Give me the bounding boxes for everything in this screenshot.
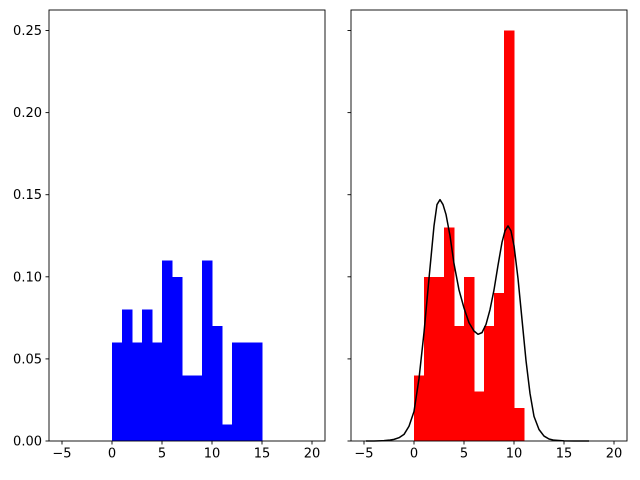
x-tick-label: 20	[304, 447, 321, 462]
histogram-bar	[444, 227, 455, 441]
axes-frame	[350, 9, 628, 442]
histogram-bar	[252, 342, 263, 441]
histogram-bar	[494, 293, 505, 441]
axes-frame	[48, 9, 326, 442]
histogram-bar	[192, 375, 203, 441]
histogram-bar	[474, 391, 485, 441]
x-tick-label: 0	[410, 447, 418, 462]
histogram-bar	[112, 342, 123, 441]
x-tick-label: 5	[158, 447, 166, 462]
x-tick-label: 10	[506, 447, 523, 462]
y-axis-ticks	[347, 30, 351, 442]
histogram-bar	[122, 309, 133, 441]
x-tick-label: 5	[460, 447, 468, 462]
histogram-bar	[514, 408, 525, 441]
histogram-bar	[182, 375, 193, 441]
x-tick-label: −5	[354, 447, 373, 462]
histogram-bar	[152, 342, 163, 441]
y-axis-ticks: 0.00 0.05 0.10 0.15 0.20 0.25	[13, 24, 49, 450]
x-tick-label: 0	[108, 447, 116, 462]
histogram-bar	[504, 30, 515, 442]
x-tick-label: 15	[556, 447, 573, 462]
axes-background	[49, 10, 325, 441]
y-tick-label: 0.20	[13, 106, 42, 121]
y-tick-label: 0.15	[13, 188, 42, 203]
histogram-bar	[424, 276, 435, 441]
histogram-bar	[222, 424, 233, 441]
subplot-right: −5 0 5 10 15 20	[347, 9, 628, 462]
histogram-bar	[232, 342, 243, 441]
histogram-bars	[112, 260, 263, 441]
x-tick-label: 20	[606, 447, 623, 462]
histogram-bar	[464, 276, 475, 441]
histogram-bar	[454, 326, 465, 441]
x-tick-label: 10	[204, 447, 221, 462]
histogram-bar	[242, 342, 253, 441]
histogram-bar	[434, 276, 445, 441]
x-tick-label: −5	[52, 447, 71, 462]
histogram-bar	[484, 326, 495, 441]
x-axis-ticks: −5 0 5 10 15 20	[354, 441, 622, 462]
subplot-left: −5 0 5 10 15 20 0.00 0.05 0.10 0.15 0.20 0.25	[13, 9, 326, 462]
histogram-bar	[142, 309, 153, 441]
histogram-bar	[212, 326, 223, 441]
y-tick-label: 0.05	[13, 352, 42, 367]
histogram-bar	[162, 260, 173, 441]
histogram-bars	[414, 30, 525, 442]
histogram-bar	[132, 342, 143, 441]
kde-curve	[366, 198, 589, 442]
y-tick-label: 0.25	[13, 24, 42, 39]
histogram-bar	[202, 260, 213, 441]
x-axis-ticks: −5 0 5 10 15 20	[52, 441, 320, 462]
histogram-bar	[414, 375, 425, 441]
y-tick-label: 0.10	[13, 270, 42, 285]
x-tick-label: 15	[254, 447, 271, 462]
y-tick-label: 0.00	[13, 435, 42, 450]
histogram-bar	[172, 276, 183, 441]
